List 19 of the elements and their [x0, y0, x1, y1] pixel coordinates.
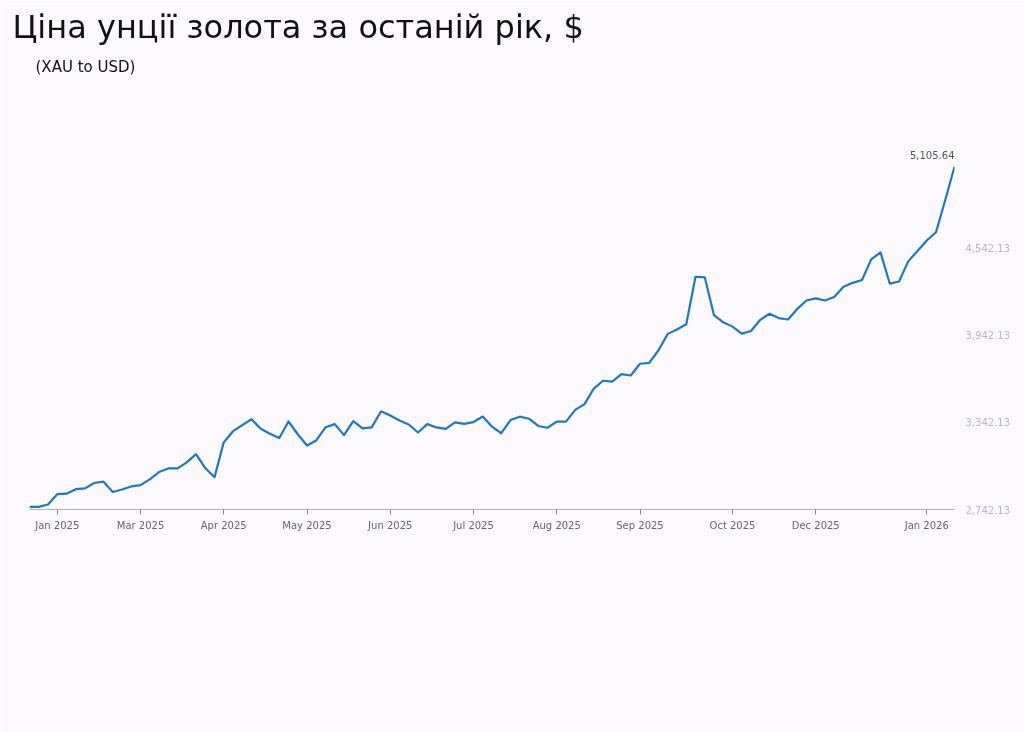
x-tick-label: Apr 2025	[200, 519, 247, 531]
x-tick-label: Mar 2025	[116, 519, 165, 531]
x-tick-label: Sep 2025	[616, 519, 664, 531]
x-tick-label: Jul 2025	[452, 519, 494, 531]
y-tick-label: 3,942.13	[965, 330, 1011, 342]
y-tick-label: 3,342.13	[965, 417, 1011, 429]
y-tick-label: 4,542.13	[965, 243, 1011, 255]
annotation: 5,105.64	[909, 149, 955, 161]
x-tick-label: Oct 2025	[709, 519, 756, 531]
chart-title: Ціна унції золота за останій рік, $	[12, 7, 584, 46]
x-tick-label: Jan 2025	[34, 519, 80, 531]
x-tick-label: Jan 2026	[903, 519, 949, 531]
chart-subtitle: (XAU to USD)	[35, 57, 136, 76]
x-tick-label: Jun 2025	[367, 519, 413, 531]
x-tick-label: Dec 2025	[791, 519, 840, 531]
x-tick-label: Aug 2025	[532, 519, 581, 531]
line-series	[29, 165, 955, 509]
x-tick-label: May 2025	[282, 519, 332, 531]
y-tick-label: 2,742.13	[965, 504, 1011, 516]
